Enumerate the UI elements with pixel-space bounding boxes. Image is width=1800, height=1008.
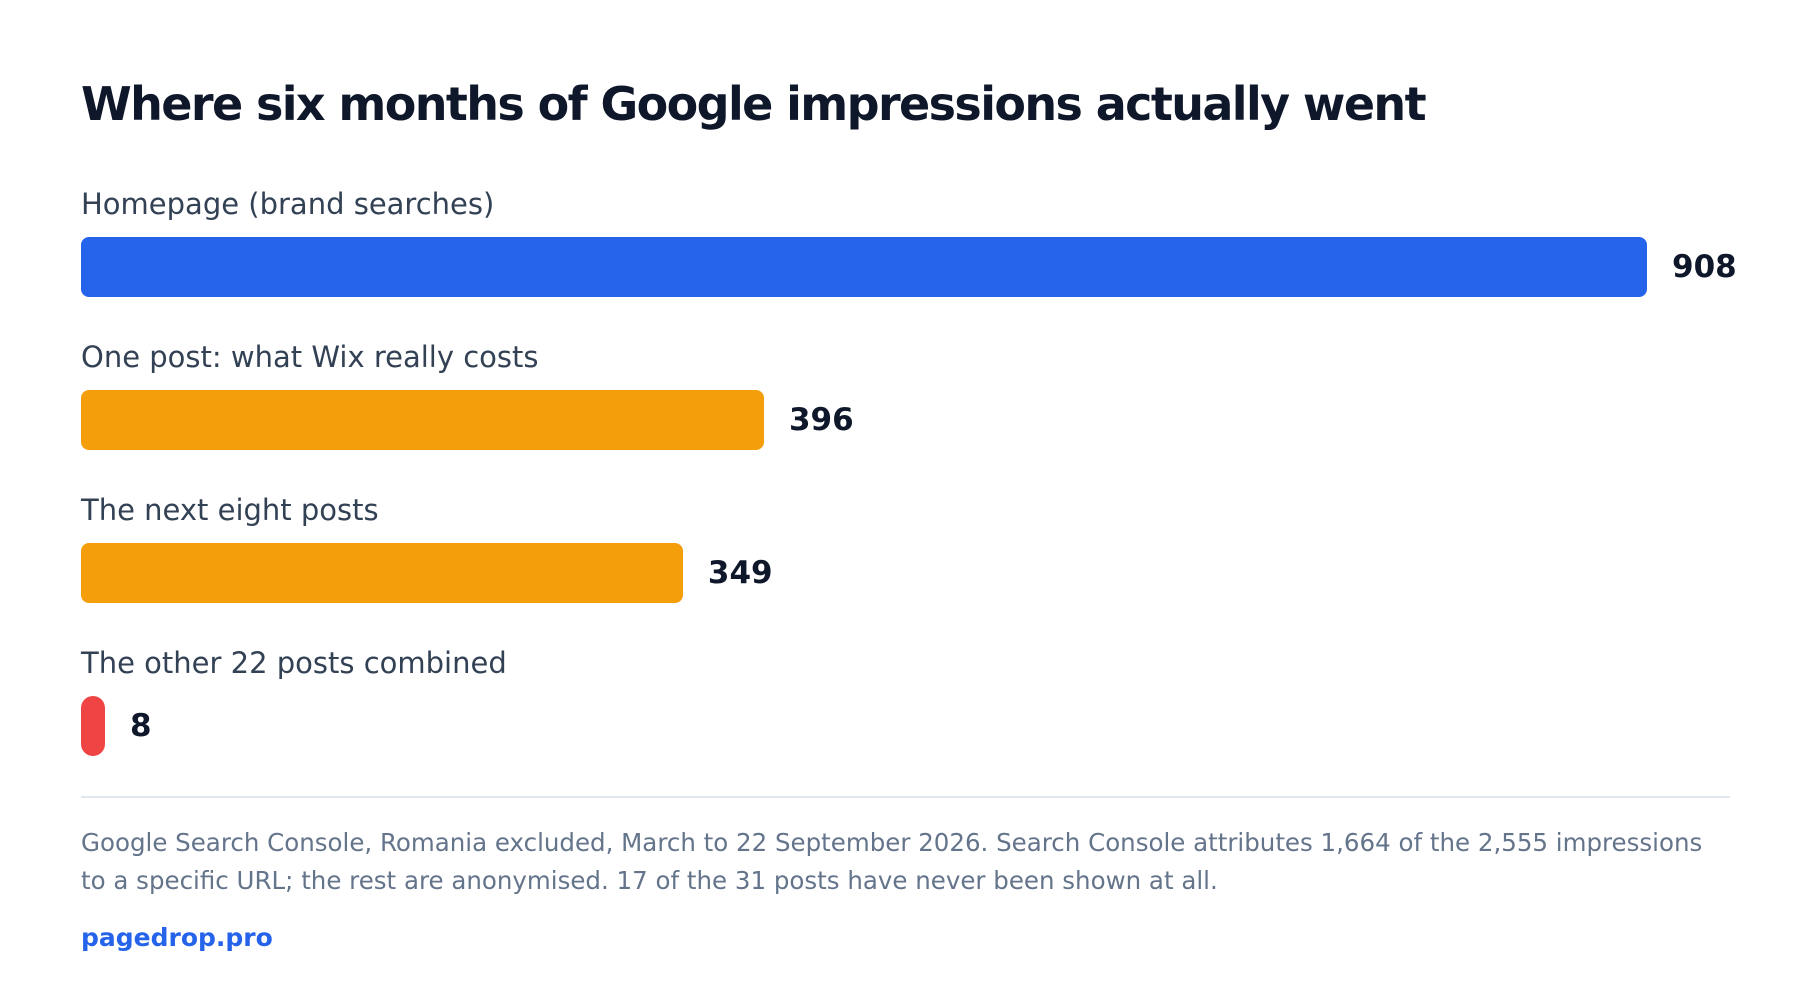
value-label: 8 [130,708,152,744]
value-label: 908 [1672,249,1737,285]
bar [81,237,1647,297]
value-label: 349 [707,555,773,591]
category-label: The next eight posts [81,493,379,527]
bar [81,390,764,450]
bar [81,543,683,603]
source-note: Google Search Console, Romania excluded,… [81,828,1703,895]
category-label: The other 22 posts combined [81,646,507,680]
source-link[interactable]: pagedrop.pro [81,923,273,952]
category-label: One post: what Wix really costs [81,340,539,374]
footer-divider [81,796,1730,798]
bar [81,696,105,756]
category-label: Homepage (brand searches) [81,187,495,221]
value-label: 396 [788,402,854,438]
chart-title: Where six months of Google impressions a… [81,77,1427,131]
